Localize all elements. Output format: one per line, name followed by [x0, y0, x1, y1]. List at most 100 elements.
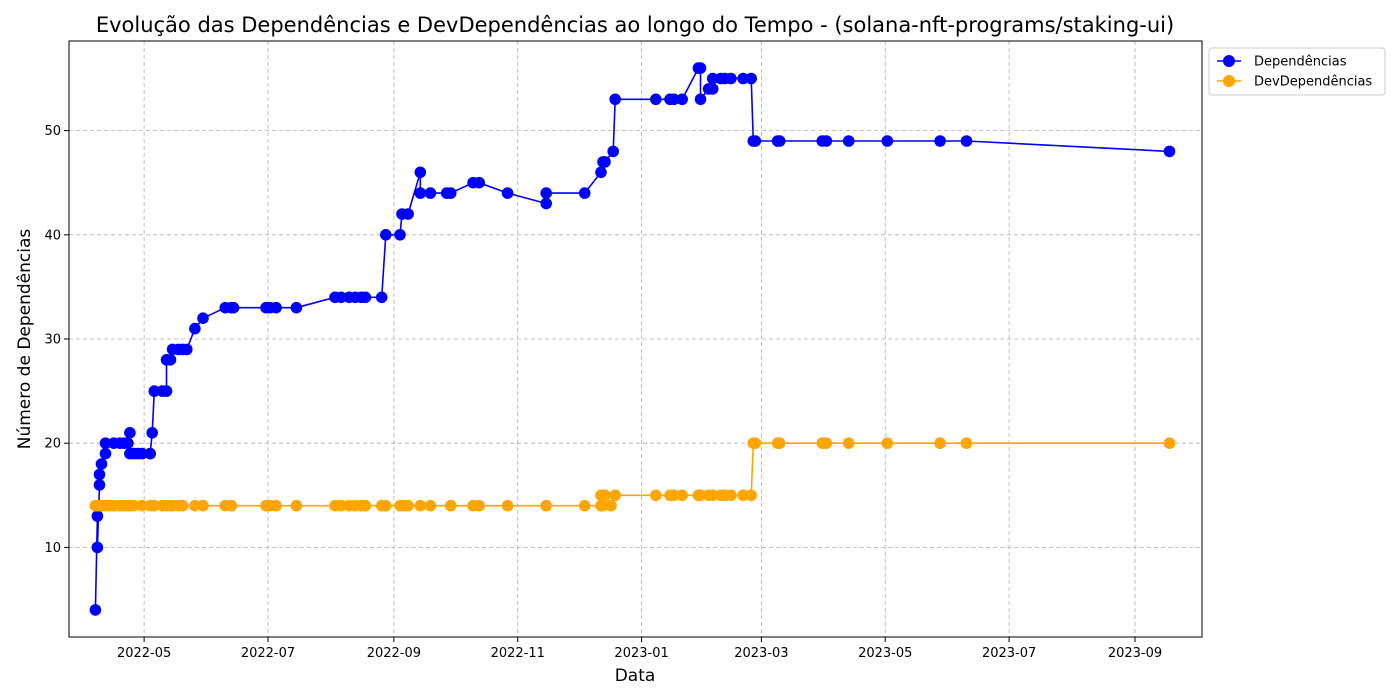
- data-point: [473, 499, 486, 512]
- y-tick-label: 30: [44, 333, 61, 348]
- data-point: [650, 93, 662, 106]
- data-point: [773, 135, 786, 147]
- data-point: [160, 385, 173, 397]
- data-point: [189, 499, 201, 512]
- data-point: [270, 301, 282, 314]
- data-point: [745, 72, 757, 85]
- x-tick-label: 2023-07: [982, 646, 1036, 661]
- chart-title: Evolução das Dependências e DevDependênc…: [96, 13, 1174, 37]
- data-point: [424, 499, 437, 512]
- data-point: [335, 291, 347, 304]
- data-point: [359, 499, 372, 512]
- data-point: [414, 166, 427, 179]
- data-point: [706, 489, 719, 502]
- data-point: [668, 489, 680, 502]
- grid: [69, 41, 1202, 637]
- data-point: [197, 312, 209, 325]
- data-point: [706, 83, 719, 95]
- data-point: [164, 354, 177, 366]
- data-point: [122, 437, 134, 450]
- y-tick-label: 40: [44, 228, 61, 243]
- data-point: [881, 437, 894, 450]
- data-point: [599, 489, 611, 502]
- legend: Dependências DevDependências: [1208, 47, 1386, 96]
- x-tick-label: 2023-09: [1108, 646, 1162, 661]
- data-point: [960, 135, 973, 147]
- data-point: [1163, 145, 1176, 158]
- y-tick-label: 50: [44, 124, 61, 139]
- data-point: [394, 229, 406, 241]
- y-tick-label: 10: [44, 541, 61, 556]
- data-point: [402, 208, 414, 220]
- series-line: [95, 442, 1170, 507]
- data-point: [128, 499, 140, 512]
- data-point: [227, 301, 240, 314]
- data-point: [578, 187, 591, 199]
- data-point: [380, 499, 392, 512]
- data-point: [197, 499, 209, 512]
- data-point: [444, 499, 457, 512]
- legend-marker-dependencias: [1223, 55, 1235, 67]
- data-point: [540, 187, 552, 199]
- data-point: [605, 499, 617, 512]
- y-axis: 10 20 30 40 50: [44, 124, 69, 556]
- data-point: [578, 499, 591, 512]
- data-point: [609, 93, 621, 106]
- data-point: [181, 343, 193, 356]
- data-point: [270, 499, 282, 512]
- data-point: [93, 479, 106, 491]
- data-point: [745, 489, 757, 502]
- data-point: [749, 135, 762, 147]
- data-point: [694, 62, 707, 74]
- data-point: [444, 187, 457, 199]
- data-point: [607, 145, 619, 158]
- data-point: [694, 93, 707, 106]
- data-point: [706, 72, 719, 85]
- data-point: [725, 72, 737, 85]
- data-point: [595, 166, 607, 179]
- data-point: [359, 291, 372, 304]
- data-point: [842, 135, 855, 147]
- data-point: [676, 93, 688, 106]
- data-point: [650, 489, 662, 502]
- data-point: [599, 156, 611, 168]
- data-point: [773, 437, 786, 450]
- data-point: [225, 499, 238, 512]
- data-point: [820, 437, 833, 450]
- data-point: [609, 489, 621, 502]
- data-point: [960, 437, 973, 450]
- legend-box: [1208, 47, 1386, 96]
- data-point: [668, 93, 680, 106]
- data-point: [148, 499, 161, 512]
- data-point: [89, 604, 102, 616]
- data-point: [189, 322, 201, 335]
- data-point: [694, 489, 707, 502]
- x-axis-label: Data: [615, 666, 656, 686]
- data-point: [290, 499, 303, 512]
- data-point: [124, 427, 136, 439]
- legend-marker-devdependencias: [1223, 75, 1235, 87]
- x-tick-label: 2022-11: [491, 646, 545, 661]
- x-tick-label: 2022-09: [367, 646, 421, 661]
- data-point: [136, 499, 148, 512]
- data-point: [414, 499, 427, 512]
- series-devdependencias: [89, 437, 1176, 512]
- x-axis: 2022-05 2022-07 2022-09 2022-11 2023-01 2023-…: [117, 637, 1162, 661]
- legend-label-dependencias: Dependências: [1254, 55, 1347, 70]
- series-layer: [89, 62, 1176, 616]
- data-point: [540, 499, 552, 512]
- x-tick-label: 2022-05: [117, 646, 171, 661]
- data-point: [934, 135, 946, 147]
- x-tick-label: 2023-03: [734, 646, 788, 661]
- y-tick-label: 20: [44, 437, 61, 452]
- data-point: [402, 499, 414, 512]
- data-point: [91, 510, 104, 522]
- data-point: [176, 499, 189, 512]
- data-point: [749, 437, 762, 450]
- data-point: [99, 447, 112, 460]
- x-tick-label: 2023-01: [614, 646, 668, 661]
- data-point: [881, 135, 894, 147]
- data-point: [540, 197, 552, 210]
